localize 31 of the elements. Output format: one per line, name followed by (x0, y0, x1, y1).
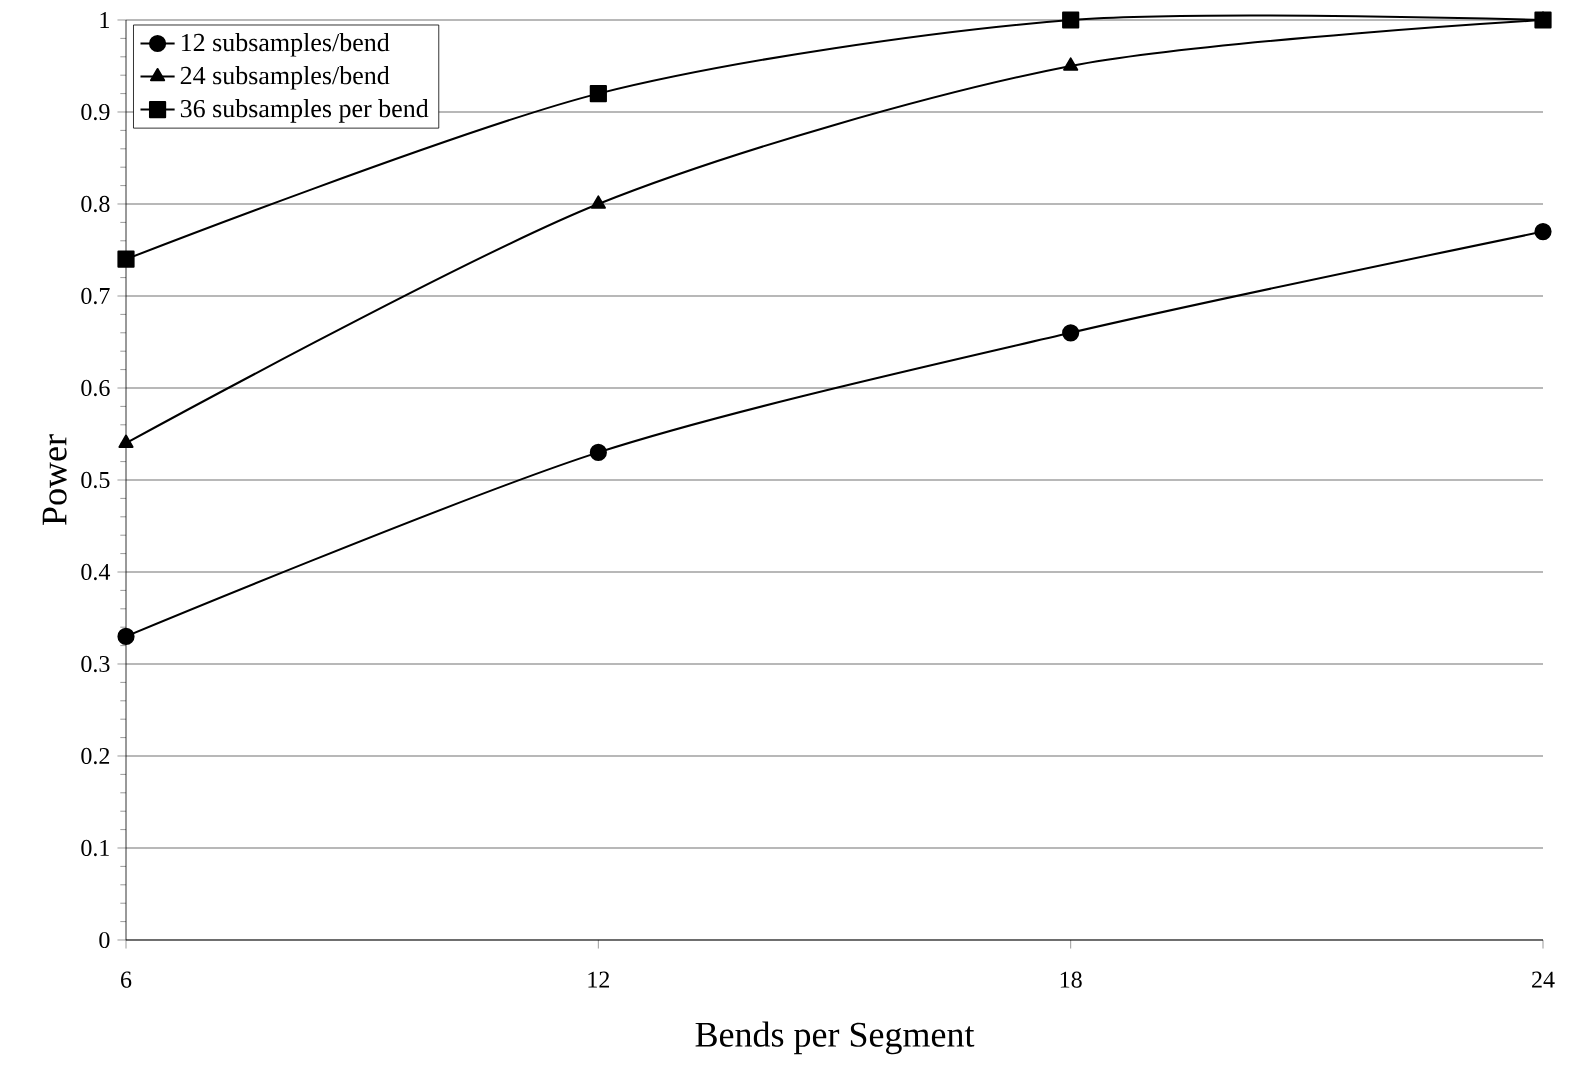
y-tick-label: 0.1 (81, 839, 109, 857)
legend-label: 12 subsamples/bend (181, 33, 390, 57)
point (1062, 324, 1080, 342)
y-tick-label: 0.8 (81, 195, 110, 213)
point (117, 627, 135, 645)
y-tick-label: 0.5 (81, 471, 110, 489)
y-tick-label: 0.9 (81, 103, 110, 121)
x-axis-title: Bends per Segment (695, 1021, 975, 1055)
y-tick-label: 1 (100, 12, 109, 28)
y-tick-label: 0.6 (81, 379, 110, 397)
point (589, 85, 607, 103)
point (1534, 11, 1552, 29)
y-tick-label: 0 (99, 931, 110, 949)
point (1063, 57, 1079, 71)
y-tick-label: 0.4 (81, 563, 111, 581)
point (590, 195, 606, 209)
point (117, 250, 135, 268)
y-tick-label: 0.2 (81, 747, 110, 765)
x-tick-label: 12 (588, 971, 609, 988)
legend-label: 36 subsamples per bend (180, 99, 429, 123)
point (1062, 11, 1080, 29)
y-tick-label: 0.7 (81, 287, 110, 305)
point (1534, 223, 1552, 241)
x-tick-label: 24 (1532, 971, 1555, 988)
legend-label: 24 subsamples/bend (180, 66, 390, 90)
y-axis-title: Power (42, 434, 67, 525)
x-tick-label: 6 (121, 971, 132, 988)
y-tick-label: 0.3 (81, 655, 110, 673)
point (589, 443, 607, 461)
x-tick-label: 18 (1060, 971, 1082, 988)
point (118, 434, 134, 448)
